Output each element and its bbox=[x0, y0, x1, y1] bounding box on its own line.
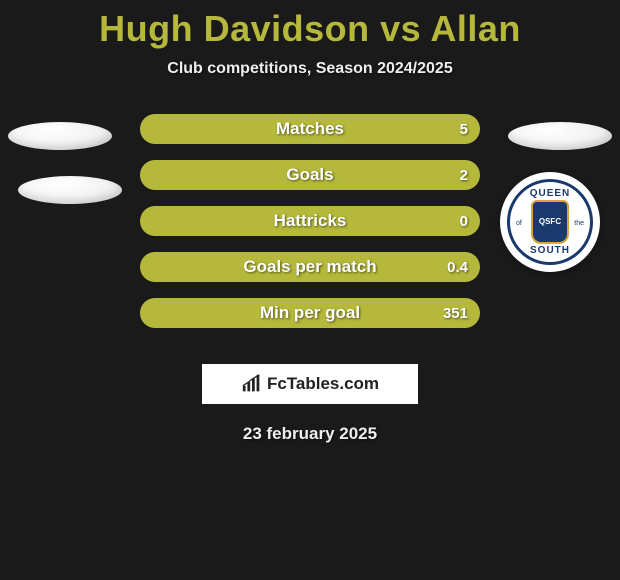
brand-text: FcTables.com bbox=[267, 374, 379, 394]
stat-bar: Hattricks 0 bbox=[140, 206, 480, 236]
stat-right-value: 351 bbox=[443, 305, 468, 322]
stat-bar: Matches 5 bbox=[140, 114, 480, 144]
stat-right-value: 0.4 bbox=[447, 259, 468, 276]
stats-area: Matches 5 Goals 2 Hattricks 0 Goals per … bbox=[0, 114, 620, 354]
stat-right-value: 5 bbox=[460, 121, 468, 138]
bar-chart-icon bbox=[241, 373, 263, 395]
brand-badge: FcTables.com bbox=[202, 364, 418, 404]
stat-label: Goals bbox=[140, 165, 480, 185]
stat-bar: Min per goal 351 bbox=[140, 298, 480, 328]
stat-label: Hattricks bbox=[140, 211, 480, 231]
stat-label: Goals per match bbox=[140, 257, 480, 277]
stat-label: Min per goal bbox=[140, 303, 480, 323]
stat-right-value: 0 bbox=[460, 213, 468, 230]
infographic-root: Hugh Davidson vs Allan Club competitions… bbox=[0, 0, 620, 444]
page-title: Hugh Davidson vs Allan bbox=[0, 0, 620, 50]
stat-right-value: 2 bbox=[460, 167, 468, 184]
date-line: 23 february 2025 bbox=[0, 424, 620, 444]
subtitle: Club competitions, Season 2024/2025 bbox=[0, 60, 620, 78]
stat-label: Matches bbox=[140, 119, 480, 139]
stat-bar: Goals 2 bbox=[140, 160, 480, 190]
stat-bar: Goals per match 0.4 bbox=[140, 252, 480, 282]
